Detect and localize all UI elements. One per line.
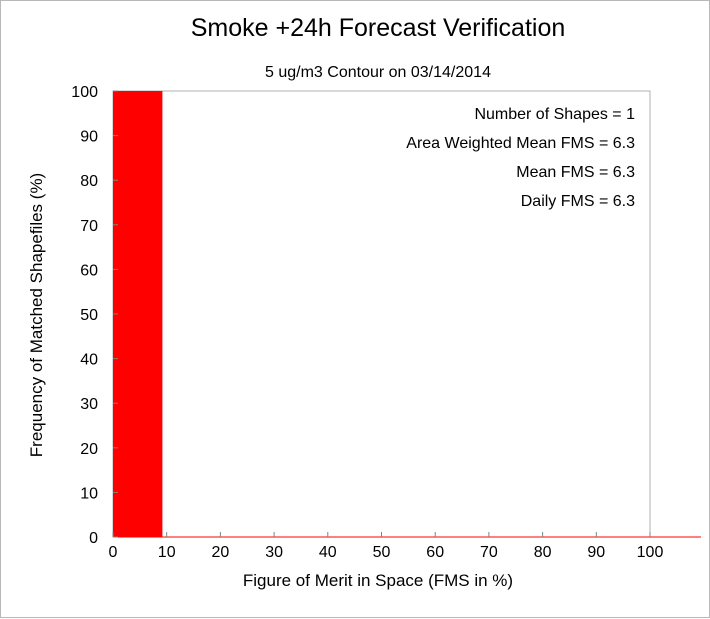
y-tick-label: 80 [80,173,98,190]
x-axis-label: Figure of Merit in Space (FMS in %) [243,571,513,590]
stat-annotation: Area Weighted Mean FMS = 6.3 [406,135,635,152]
y-tick-label: 70 [80,218,98,235]
x-tick-label: 60 [426,544,444,561]
y-tick-label: 30 [80,396,98,413]
x-tick-label: 0 [109,544,118,561]
x-tick-label: 70 [480,544,498,561]
y-tick-label: 40 [80,352,98,369]
x-tick-label: 10 [158,544,176,561]
x-tick-label: 30 [265,544,283,561]
plot-area [112,90,651,538]
y-axis-label: Frequency of Matched Shapefiles (%) [27,173,46,457]
stat-annotation: Daily FMS = 6.3 [521,193,635,210]
x-tick-label: 20 [212,544,230,561]
x-tick-label: 80 [534,544,552,561]
stat-annotation: Mean FMS = 6.3 [516,164,635,181]
x-tick-label: 100 [637,544,664,561]
x-tick-label: 40 [319,544,337,561]
y-tick-label: 10 [80,485,98,502]
y-tick-label: 100 [71,84,98,101]
x-tick-label: 90 [587,544,605,561]
y-tick-label: 60 [80,262,98,279]
y-tick-label: 0 [89,530,98,547]
y-tick-label: 90 [80,129,98,146]
y-tick-label: 50 [80,307,98,324]
chart-title: Smoke +24h Forecast Verification [191,14,566,42]
y-tick-label: 20 [80,441,98,458]
histogram-bar-0 [113,91,163,537]
x-tick-label: 50 [373,544,391,561]
chart-subtitle: 5 ug/m3 Contour on 03/14/2014 [265,64,491,81]
stat-annotation: Number of Shapes = 1 [474,106,635,123]
